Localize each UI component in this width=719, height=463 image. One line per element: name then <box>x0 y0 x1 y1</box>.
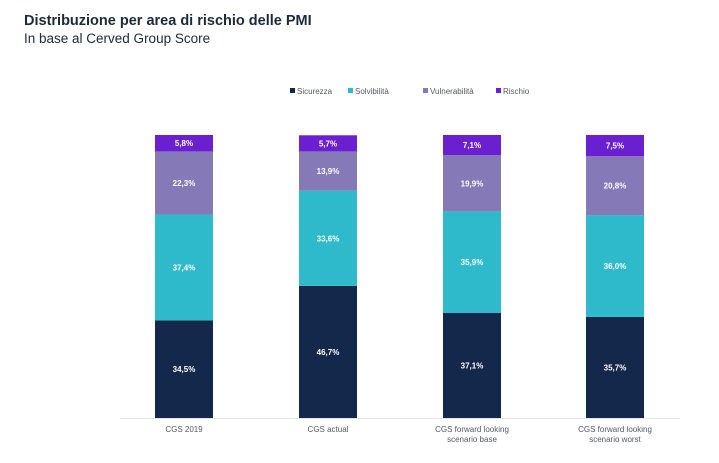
x-tick-label-cgs-actual: CGS actual <box>308 425 349 434</box>
bar-sicurezza-cgs-2019 <box>155 320 213 418</box>
data-label-rischio-cgs-2019: 5,8% <box>175 139 193 148</box>
legend-swatch-sicurezza <box>290 88 295 93</box>
legend-swatch-vulnerabilita <box>423 88 428 93</box>
x-tick-label-cgs-forward-looking-scenario-worst: CGS forward looking scenario worst <box>578 425 652 444</box>
data-label-sicurezza-cgs-forward-looking-scenario-worst: 35,7% <box>604 363 627 372</box>
chart-subtitle: In base al Cerved Group Score <box>24 31 211 46</box>
x-tick-label-cgs-forward-looking-scenario-base: CGS forward looking scenario base <box>435 425 509 444</box>
x-tick-label-cgs-2019: CGS 2019 <box>165 425 203 434</box>
legend-label-sicurezza: Sicurezza <box>297 87 333 96</box>
legend-label-vulnerabilita: Vulnerabilità <box>430 87 474 96</box>
chart-legend: Sicurezza Solvibilità Vulnerabilità Rischio <box>290 87 530 96</box>
data-label-solvibilita-cgs-forward-looking-scenario-worst: 36,0% <box>604 262 627 271</box>
bar-rischio-cgs-2019 <box>155 135 213 152</box>
bar-solvibilita-cgs-actual <box>299 190 357 286</box>
bar-vulnerabilita-cgs-forward-looking-scenario-worst <box>586 156 644 216</box>
bar-rischio-cgs-actual <box>299 135 357 152</box>
data-label-rischio-cgs-forward-looking-scenario-worst: 7,5% <box>606 142 624 151</box>
data-label-sicurezza-cgs-actual: 46,7% <box>317 348 340 357</box>
data-label-vulnerabilita-cgs-forward-looking-scenario-worst: 20,8% <box>604 182 627 191</box>
bar-solvibilita-cgs-2019 <box>155 214 213 321</box>
legend-swatch-rischio <box>496 88 501 93</box>
bar-sicurezza-cgs-forward-looking-scenario-base <box>443 313 501 418</box>
bar-sicurezza-cgs-forward-looking-scenario-worst <box>586 316 644 418</box>
data-label-sicurezza-cgs-2019: 34,5% <box>173 365 196 374</box>
bar-rischio-cgs-forward-looking-scenario-base <box>443 135 501 156</box>
bar-solvibilita-cgs-forward-looking-scenario-worst <box>586 215 644 317</box>
data-label-rischio-cgs-actual: 5,7% <box>319 139 337 148</box>
data-label-vulnerabilita-cgs-2019: 22,3% <box>173 179 196 188</box>
bar-vulnerabilita-cgs-actual <box>299 151 357 191</box>
legend-label-solvibilita: Solvibilità <box>355 87 389 96</box>
data-label-rischio-cgs-forward-looking-scenario-base: 7,1% <box>463 141 481 150</box>
chart-bars: 34,5% 37,4% 22,3% 5,8% 46,7% 33,6% 13,9% 5,7% 37… <box>155 135 644 418</box>
bar-rischio-cgs-forward-looking-scenario-worst <box>586 135 644 157</box>
data-label-vulnerabilita-cgs-forward-looking-scenario-base: 19,9% <box>461 179 484 188</box>
bar-solvibilita-cgs-forward-looking-scenario-base <box>443 211 501 314</box>
data-label-solvibilita-cgs-forward-looking-scenario-base: 35,9% <box>461 258 484 267</box>
chart-title: Distribuzione per area di rischio delle … <box>24 13 312 29</box>
x-axis: CGS 2019 CGS actual CGS forward looking sce… <box>120 418 680 444</box>
legend-label-rischio: Rischio <box>503 87 530 96</box>
bar-vulnerabilita-cgs-forward-looking-scenario-base <box>443 155 501 212</box>
data-label-solvibilita-cgs-2019: 37,4% <box>173 263 196 272</box>
legend-swatch-solvibilita <box>348 88 353 93</box>
data-label-vulnerabilita-cgs-actual: 13,9% <box>317 167 340 176</box>
data-label-solvibilita-cgs-actual: 33,6% <box>317 234 340 243</box>
data-label-sicurezza-cgs-forward-looking-scenario-base: 37,1% <box>461 362 484 371</box>
bar-sicurezza-cgs-actual <box>299 285 357 418</box>
bar-vulnerabilita-cgs-2019 <box>155 151 213 215</box>
